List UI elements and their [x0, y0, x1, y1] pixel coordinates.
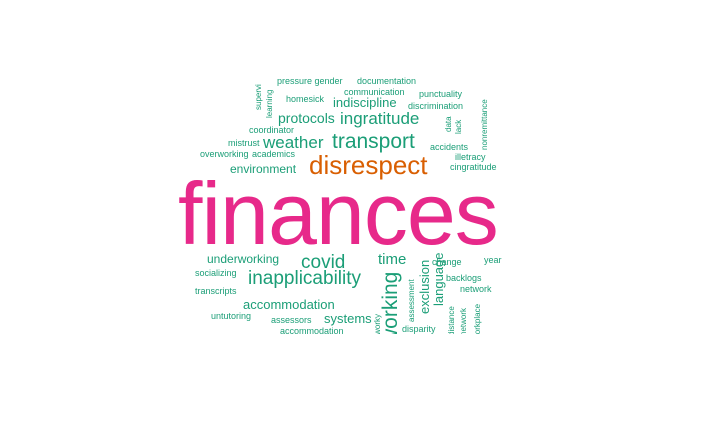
- word-inapplicability: inapplicability: [248, 268, 362, 289]
- word-pressure-gender: pressure gender: [277, 76, 343, 86]
- word-assessment: assessment: [407, 279, 416, 322]
- word-accidents: accidents: [430, 142, 469, 152]
- word-networky: networky: [373, 313, 382, 334]
- word-overworking: overworking: [200, 149, 249, 159]
- word-transcripts: transcripts: [195, 286, 237, 296]
- word-disparity: disparity: [402, 324, 436, 334]
- word-backlogs: backlogs: [446, 273, 482, 283]
- word-mistrust: mistrust: [228, 138, 260, 148]
- word-lack: lack: [454, 119, 463, 134]
- word-socializing: socializing: [195, 268, 237, 278]
- word-academics: academics: [252, 149, 296, 159]
- word-disrespect: disrespect: [309, 150, 428, 180]
- word-accommodation-small: accommodation: [280, 326, 344, 335]
- word-learning: learning: [265, 89, 274, 118]
- word-coordinator: coordinator: [249, 125, 295, 135]
- word-network-h: network: [460, 284, 492, 294]
- word-covid: covid: [301, 252, 346, 273]
- word-year: year: [484, 255, 502, 265]
- word-environment: environment: [230, 162, 297, 176]
- word-working: working: [379, 271, 402, 334]
- word-distance: distance: [447, 306, 456, 334]
- word-nonremittance: nonremittance: [480, 99, 489, 150]
- word-punctuality: punctuality: [419, 89, 463, 99]
- word-transport: transport: [332, 130, 415, 153]
- word-network: network: [459, 307, 468, 334]
- word-systems: systems: [324, 311, 372, 326]
- word-data: data: [444, 116, 453, 132]
- word-untutoring: untutoring: [211, 311, 252, 321]
- word-cloud-area: finances disrespect transport weather in…: [170, 70, 540, 335]
- word-weather: weather: [263, 133, 324, 152]
- word-discrimination: discrimination: [408, 101, 464, 111]
- word-workplace: workplace: [473, 303, 482, 334]
- word-protocols: protocols: [278, 110, 335, 126]
- word-cingratitude: cingratitude: [450, 162, 497, 172]
- word-indiscipline: indiscipline: [333, 95, 397, 110]
- word-homesick: homesick: [286, 94, 325, 104]
- word-communication: communication: [344, 87, 405, 97]
- word-illetracy: illetracy: [455, 152, 486, 162]
- word-assessors: assessors: [271, 315, 312, 325]
- word-ingratitude: ingratitude: [340, 109, 420, 128]
- word-documentation: documentation: [357, 76, 417, 86]
- word-accommodation: accommodation: [243, 297, 335, 312]
- word-change: change: [432, 257, 462, 267]
- word-exclusion: exclusion: [417, 259, 432, 314]
- word-time: time: [378, 251, 407, 268]
- word-finances: finances: [178, 164, 499, 263]
- word-underworking: underworking: [207, 252, 280, 266]
- word-supervi: supervi: [254, 84, 263, 110]
